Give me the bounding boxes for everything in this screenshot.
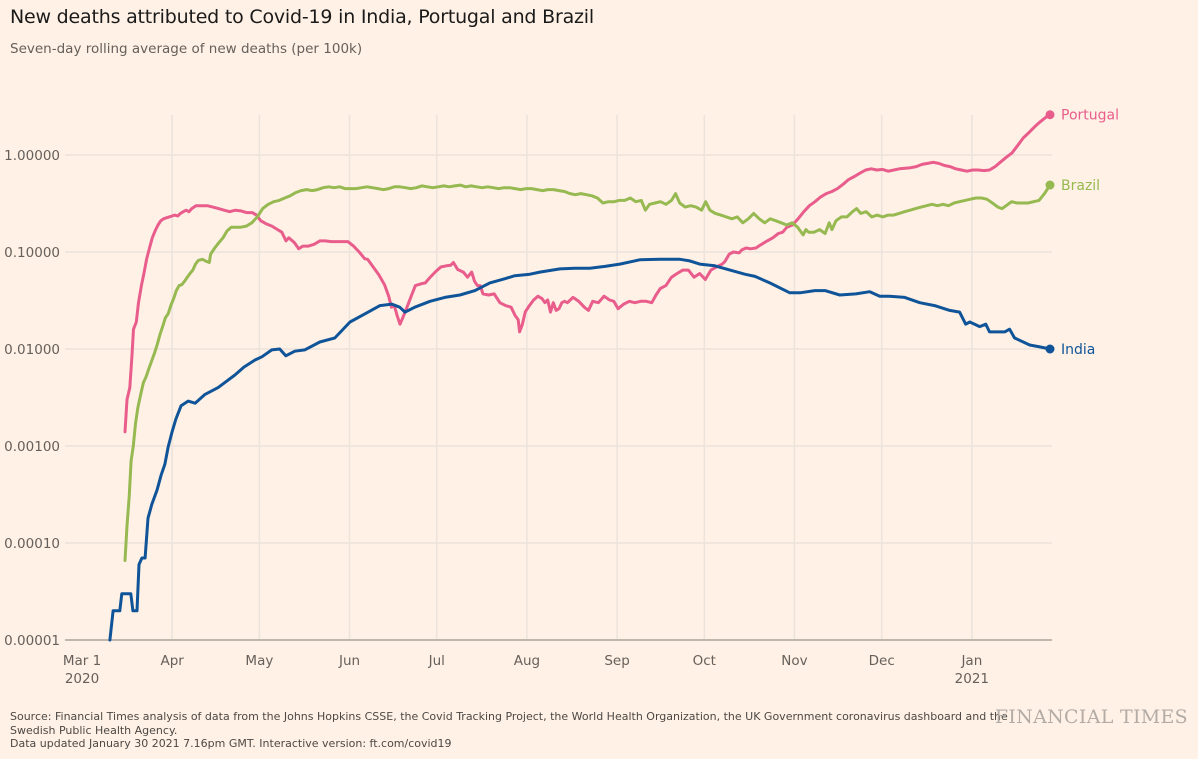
x-tick-label: Jan	[960, 653, 982, 669]
x-tick-year-label: 2020	[65, 671, 99, 687]
y-tick-label: 0.01000	[4, 342, 60, 358]
y-tick-label: 0.00001	[4, 633, 60, 649]
y-gridlines	[65, 154, 1052, 544]
y-tick-label: 0.00010	[4, 536, 60, 552]
series-line-india	[108, 257, 1052, 642]
end-dot-portugal	[1045, 110, 1055, 120]
series-line-portugal	[123, 113, 1052, 434]
source-line-1: Source: Financial Times analysis of data…	[10, 710, 1008, 723]
x-tick-label: Jun	[338, 653, 360, 669]
y-axis-ticks: 1.00000 0.10000 0.01000 0.00100 0.00010 0.000…	[4, 148, 60, 649]
end-dot-india	[1045, 344, 1055, 354]
chart-title: New deaths attributed to Covid-19 in Ind…	[10, 6, 594, 28]
x-tick-label: Nov	[781, 653, 807, 669]
x-tick-label: Apr	[160, 653, 184, 669]
x-tick-year-label: 2021	[955, 671, 989, 687]
x-tick-label: Sep	[604, 653, 629, 669]
source-line-2: Swedish Public Health Agency.	[10, 723, 178, 737]
x-tick-label: Dec	[869, 653, 895, 669]
x-gridlines	[171, 115, 973, 640]
chart-subtitle: Seven-day rolling average of new deaths …	[10, 41, 363, 57]
x-tick-label: May	[245, 653, 273, 669]
x-tick-label: Oct	[693, 653, 716, 669]
financial-times-logo: FINANCIAL TIMES	[994, 706, 1188, 728]
source-note: Source: Financial Times analysis of data…	[10, 710, 1010, 751]
x-tick-label: Mar 1	[63, 653, 101, 669]
series-line-brazil	[123, 183, 1052, 562]
series-label-brazil: Brazil	[1061, 178, 1100, 194]
y-tick-label: 1.00000	[4, 148, 60, 164]
series-end-markers: Portugal Brazil India	[1045, 108, 1119, 358]
series-lines	[108, 113, 1052, 642]
series-label-india: India	[1061, 342, 1095, 358]
x-tick-label: Jul	[428, 653, 445, 669]
series-label-portugal: Portugal	[1061, 108, 1119, 124]
source-line-3: Data updated January 30 2021 7.16pm GMT.…	[10, 737, 452, 750]
x-axis-ticks: Mar 1 2020 Apr May Jun Jul Aug Sep Oct Nov Dec Jan 2…	[63, 653, 989, 687]
end-dot-brazil	[1045, 180, 1055, 190]
y-tick-label: 0.00100	[4, 439, 60, 455]
y-tick-label: 0.10000	[4, 245, 60, 261]
x-tick-label: Aug	[514, 653, 540, 669]
